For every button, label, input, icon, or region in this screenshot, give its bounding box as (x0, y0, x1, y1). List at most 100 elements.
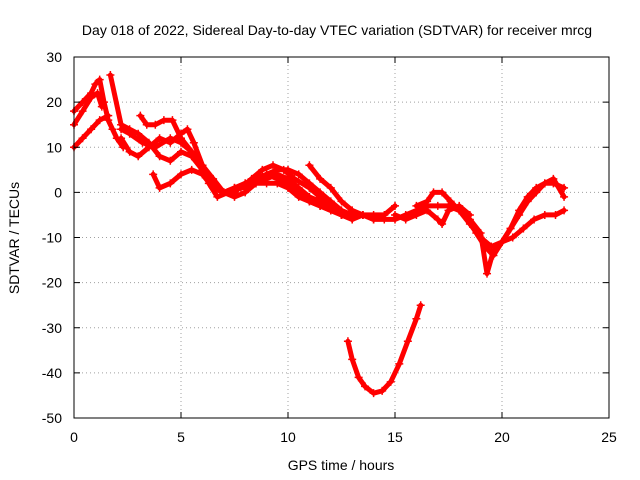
data-point (305, 161, 314, 170)
data-point (433, 215, 442, 224)
data-point (284, 165, 292, 174)
data-point (155, 152, 164, 161)
data-point (168, 116, 177, 125)
data-point (316, 201, 325, 210)
data-point (498, 238, 506, 247)
data-point (369, 210, 378, 219)
data-point (177, 147, 185, 156)
series-track-10 (343, 301, 425, 398)
data-point (337, 197, 346, 206)
data-point (401, 215, 410, 224)
y-tick-label: 10 (46, 139, 62, 155)
data-point (378, 386, 387, 395)
data-point (358, 210, 367, 219)
data-point (438, 219, 447, 228)
data-point (262, 170, 271, 179)
data-point (187, 147, 196, 156)
data-point (423, 197, 432, 206)
data-point (305, 179, 314, 188)
data-point (198, 170, 207, 179)
data-point (209, 183, 218, 192)
data-point (348, 206, 357, 215)
data-point (476, 228, 485, 237)
data-point (560, 192, 569, 201)
data-point (117, 125, 126, 134)
data-point (560, 206, 569, 215)
data-point (369, 389, 378, 398)
data-point (551, 210, 560, 219)
data-point (305, 197, 314, 206)
data-point (530, 215, 539, 224)
x-tick-label: 0 (70, 429, 78, 445)
data-point (273, 165, 282, 174)
data-point (403, 337, 412, 346)
data-point (151, 143, 160, 152)
series-track-2 (70, 89, 106, 129)
data-point (326, 197, 335, 206)
data-point (87, 93, 96, 102)
series-track-13 (391, 201, 474, 228)
series-track-7 (136, 111, 378, 224)
y-tick-label: -40 (42, 365, 62, 381)
chart-title: Day 018 of 2022, Sidereal Day-to-day VTE… (82, 22, 592, 38)
data-point (316, 174, 325, 183)
data-point (262, 179, 271, 188)
data-point (134, 152, 143, 161)
x-tick-label: 20 (494, 429, 510, 445)
data-point (166, 179, 175, 188)
data-point (446, 197, 455, 206)
data-point (523, 197, 532, 206)
series-track-1 (70, 75, 128, 152)
data-point (326, 183, 335, 192)
data-point (337, 210, 346, 219)
y-tick-label: 20 (46, 94, 62, 110)
y-tick-label: 0 (54, 184, 62, 200)
data-point (78, 134, 87, 143)
data-point (198, 161, 207, 170)
data-point (219, 188, 228, 197)
data-point (151, 120, 160, 129)
x-tick-label: 10 (280, 429, 296, 445)
data-point (155, 183, 164, 192)
data-point (177, 134, 185, 143)
data-series (70, 71, 569, 398)
data-point (213, 192, 222, 201)
data-point (155, 134, 164, 143)
data-point (159, 116, 168, 125)
series-line (446, 176, 567, 277)
data-point (354, 373, 363, 382)
data-point (391, 210, 399, 219)
data-point (269, 161, 278, 170)
data-point (183, 125, 192, 134)
x-tick-label: 25 (601, 429, 617, 445)
data-point (166, 156, 175, 165)
data-point (93, 89, 102, 98)
y-tick-label: -50 (42, 410, 62, 426)
x-axis-label: GPS time / hours (288, 457, 395, 473)
data-point (540, 179, 549, 188)
data-point (209, 174, 218, 183)
data-point (433, 201, 442, 210)
data-point (506, 224, 515, 233)
data-point (326, 206, 335, 215)
data-point (138, 138, 147, 147)
data-point (438, 188, 447, 197)
data-point (106, 71, 115, 80)
data-point (294, 192, 303, 201)
data-point (117, 134, 126, 143)
y-tick-label: -10 (42, 230, 62, 246)
series-track-9 (305, 161, 399, 219)
grid-lines (74, 57, 609, 418)
axis-ticks: 0 5 10 15 20 25 30 20 10 0 -10 -20 -30 -40 -50 (42, 49, 617, 445)
data-point (230, 192, 239, 201)
data-point (125, 129, 134, 138)
data-point (508, 233, 517, 242)
data-point (515, 210, 524, 219)
data-point (258, 165, 267, 174)
data-point (549, 174, 558, 183)
data-point (189, 138, 198, 147)
data-point (241, 183, 250, 192)
data-point (386, 377, 395, 386)
data-point (273, 179, 282, 188)
data-point (412, 314, 421, 323)
